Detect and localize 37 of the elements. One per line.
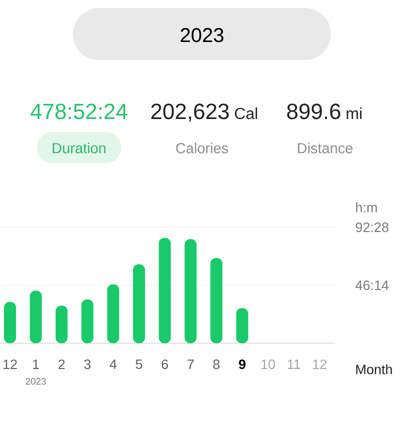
bar bbox=[107, 284, 120, 344]
x-tick-label: 3 bbox=[84, 360, 91, 370]
text: Duration bbox=[52, 142, 106, 154]
x-tick-label: 4 bbox=[110, 360, 117, 369]
y-axis-title: h:m bbox=[356, 202, 377, 212]
bar bbox=[133, 264, 145, 344]
x-tick-label: 1 bbox=[33, 360, 39, 369]
bar bbox=[56, 306, 68, 344]
text: 202,623 bbox=[151, 104, 229, 122]
x-tick-label: 8 bbox=[213, 360, 220, 370]
text: 899.6 bbox=[287, 104, 340, 120]
x-axis-title: Month bbox=[356, 364, 392, 374]
x-tick-label: 9 bbox=[238, 360, 246, 370]
text: mi bbox=[346, 107, 362, 119]
x-tick-label: 12 bbox=[4, 360, 17, 370]
y-tick-label: 92:28 bbox=[356, 222, 388, 232]
x-tick-label: 2 bbox=[58, 360, 65, 370]
text: Calories bbox=[176, 142, 228, 154]
x-tick-label: 12 bbox=[313, 360, 326, 370]
bar bbox=[184, 239, 197, 344]
x-tick-label: 5 bbox=[136, 360, 142, 369]
y-tick-label: 46:14 bbox=[356, 280, 389, 290]
chart-title: 2023 bbox=[180, 28, 224, 42]
x-tick-label: 11 bbox=[288, 360, 300, 369]
text: Cal bbox=[234, 107, 258, 120]
bar bbox=[30, 290, 42, 344]
text: Distance bbox=[298, 142, 353, 154]
text: 2023 bbox=[26, 378, 46, 385]
bar bbox=[210, 258, 222, 344]
bar bbox=[4, 302, 16, 344]
x-tick-label: 7 bbox=[188, 360, 194, 369]
x-tick-label: 10 bbox=[262, 360, 275, 370]
bar bbox=[81, 299, 94, 344]
text: 478:52:24 bbox=[30, 104, 128, 120]
bar bbox=[158, 238, 171, 344]
bar bbox=[236, 308, 248, 344]
x-tick-label: 6 bbox=[162, 360, 168, 370]
